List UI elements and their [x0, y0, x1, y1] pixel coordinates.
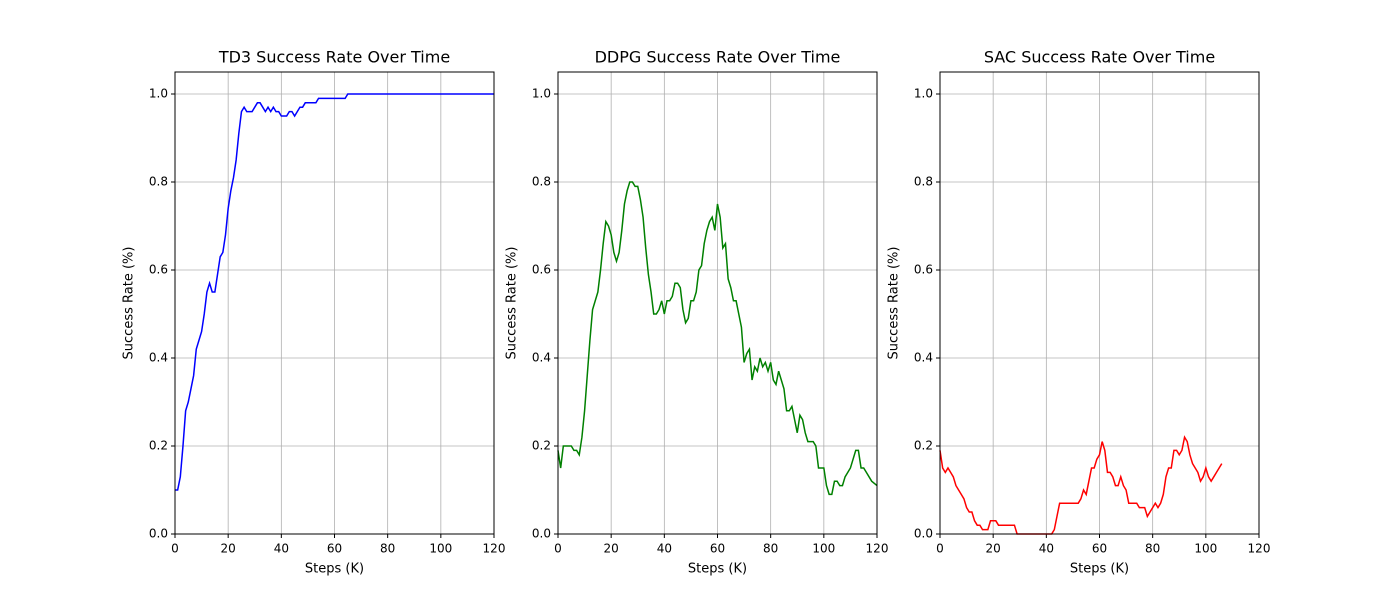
chart-title: DDPG Success Rate Over Time — [595, 48, 841, 67]
y-axis-label: Success Rate (%) — [505, 247, 520, 360]
data-line — [175, 93, 494, 491]
y-axis-label: Success Rate (%) — [887, 247, 902, 360]
x-axis-label: Steps (K) — [305, 562, 364, 577]
x-tick-label: 20 — [604, 542, 619, 556]
x-tick-label: 0 — [171, 542, 179, 556]
data-line — [939, 435, 1223, 535]
y-tick-label: 1.0 — [914, 87, 933, 101]
chart-title: TD3 Success Rate Over Time — [218, 48, 450, 67]
chart-title: SAC Success Rate Over Time — [984, 48, 1215, 67]
x-axis-label: Steps (K) — [688, 562, 747, 577]
y-tick-label: 0.0 — [149, 527, 168, 541]
data-line — [557, 181, 878, 496]
x-axis-label: Steps (K) — [1070, 562, 1129, 577]
y-tick-label: 0.2 — [149, 439, 168, 453]
axes-frame — [174, 71, 495, 535]
x-tick-label: 40 — [657, 542, 672, 556]
x-tick-label: 40 — [274, 542, 289, 556]
x-tick-label: 20 — [221, 542, 236, 556]
x-tick-label: 60 — [710, 542, 725, 556]
y-tick-label: 0.6 — [914, 263, 933, 277]
y-axis-label: Success Rate (%) — [122, 247, 137, 360]
y-tick-label: 0.4 — [149, 351, 168, 365]
y-tick-label: 0.0 — [914, 527, 933, 541]
x-tick-label: 120 — [483, 542, 506, 556]
y-tick-label: 0.2 — [914, 439, 933, 453]
axes-frame — [939, 71, 1260, 535]
y-tick-label: 0.2 — [532, 439, 551, 453]
x-tick-label: 120 — [866, 542, 889, 556]
y-tick-label: 1.0 — [149, 87, 168, 101]
x-tick-label: 20 — [986, 542, 1001, 556]
y-tick-label: 0.6 — [149, 263, 168, 277]
y-tick-label: 1.0 — [532, 87, 551, 101]
x-tick-label: 80 — [1145, 542, 1160, 556]
y-tick-label: 0.8 — [914, 175, 933, 189]
x-tick-label: 100 — [1194, 542, 1217, 556]
x-tick-label: 100 — [812, 542, 835, 556]
x-tick-label: 80 — [763, 542, 778, 556]
y-tick-label: 0.0 — [532, 527, 551, 541]
y-tick-label: 0.4 — [914, 351, 933, 365]
y-tick-label: 0.4 — [532, 351, 551, 365]
y-tick-label: 0.8 — [149, 175, 168, 189]
x-tick-label: 0 — [936, 542, 944, 556]
y-tick-label: 0.8 — [532, 175, 551, 189]
x-tick-label: 60 — [1092, 542, 1107, 556]
x-tick-label: 60 — [327, 542, 342, 556]
y-tick-label: 0.6 — [532, 263, 551, 277]
x-tick-label: 100 — [429, 542, 452, 556]
x-tick-label: 40 — [1039, 542, 1054, 556]
x-tick-label: 80 — [380, 542, 395, 556]
x-tick-label: 0 — [554, 542, 562, 556]
x-tick-label: 120 — [1248, 542, 1271, 556]
axes-frame — [557, 71, 878, 535]
